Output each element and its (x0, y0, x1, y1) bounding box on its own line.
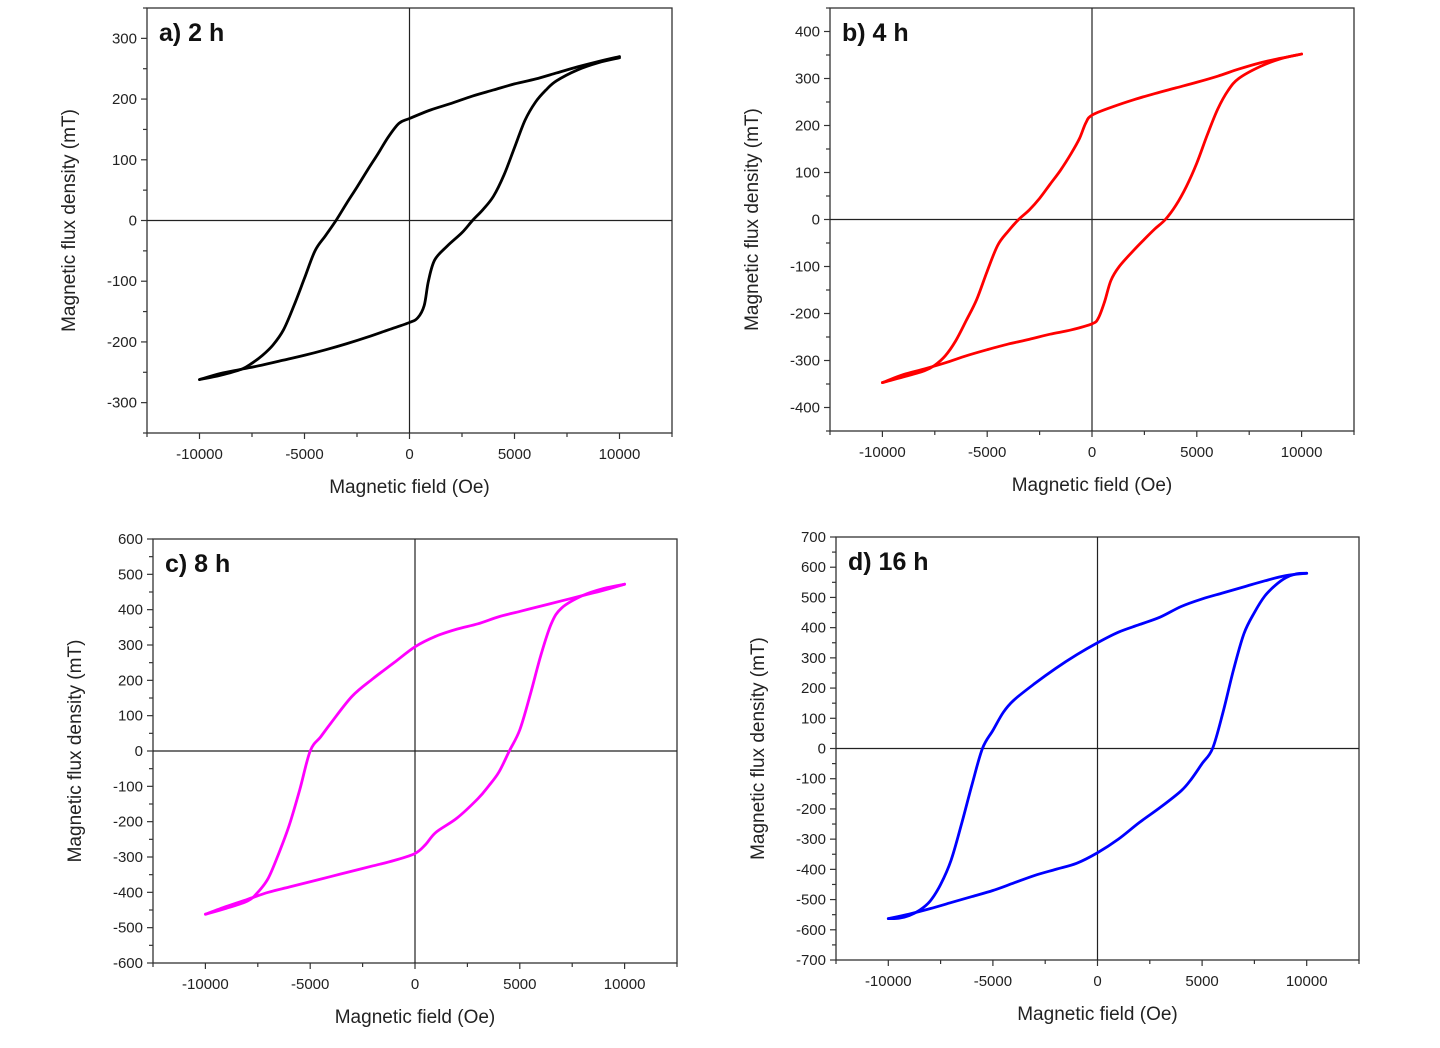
x-tick-label: 10000 (1286, 973, 1328, 990)
hysteresis-curve-descending-branch (881, 52, 1303, 384)
x-axis-title: Magnetic field (Oe) (1017, 1004, 1178, 1025)
panel-c: -10000 -5000 0 5000 10000-600-500-400-300-20… (65, 531, 678, 1028)
y-tick-label: 200 (118, 672, 143, 689)
y-tick-label: -100 (107, 273, 137, 290)
y-tick-label: 200 (801, 680, 826, 697)
hysteresis-curve-descending-branch (886, 571, 1309, 921)
y-tick-label: 600 (801, 559, 826, 576)
x-tick-label: 10000 (599, 446, 641, 463)
x-tick-label: -5000 (291, 976, 329, 993)
y-tick-label: 100 (795, 165, 820, 182)
hysteresis-curve-ascending-branch (204, 582, 626, 916)
y-tick-label: -500 (113, 920, 143, 937)
x-tick-label: 10000 (1281, 444, 1323, 461)
x-axis-title: Magnetic field (Oe) (335, 1007, 496, 1028)
y-tick-label: 100 (118, 708, 143, 725)
y-tick-label: -200 (796, 801, 826, 818)
y-tick-label: -100 (790, 259, 820, 276)
x-tick-label: 5000 (503, 976, 536, 993)
y-tick-label: 0 (135, 743, 143, 760)
hysteresis-curve-ascending-branch (886, 571, 1309, 921)
y-tick-label: -300 (113, 849, 143, 866)
y-tick-label: 0 (818, 741, 826, 758)
y-tick-label: 200 (795, 118, 820, 135)
y-tick-label: -300 (790, 353, 820, 370)
y-tick-label: 200 (112, 91, 137, 108)
y-tick-label: 300 (112, 30, 137, 47)
x-tick-label: -10000 (865, 973, 912, 990)
y-tick-label: -200 (790, 306, 820, 323)
x-tick-label: 0 (1093, 973, 1101, 990)
panel-title: d) 16 h (848, 548, 929, 576)
x-tick-label: 0 (411, 976, 419, 993)
y-tick-label: 500 (801, 589, 826, 606)
y-tick-label: 300 (118, 637, 143, 654)
y-axis-title: Magnetic flux density (mT) (59, 109, 80, 332)
y-tick-label: 300 (801, 650, 826, 667)
panel-title: a) 2 h (159, 19, 224, 47)
x-tick-label: -5000 (285, 446, 323, 463)
y-tick-label: -400 (113, 884, 143, 901)
panel-title: b) 4 h (842, 19, 909, 47)
y-tick-label: 400 (118, 602, 143, 619)
y-tick-label: -700 (796, 952, 826, 969)
hysteresis-curve-descending-branch (198, 55, 621, 381)
hysteresis-curve-ascending-branch (198, 56, 621, 381)
y-tick-label: -200 (113, 814, 143, 831)
y-tick-label: -400 (790, 400, 820, 417)
y-tick-label: 400 (801, 620, 826, 637)
x-tick-label: 5000 (498, 446, 531, 463)
y-tick-label: -100 (113, 778, 143, 795)
x-tick-label: 10000 (604, 976, 646, 993)
y-tick-label: 600 (118, 531, 143, 548)
x-tick-label: -5000 (974, 973, 1012, 990)
x-axis-title: Magnetic field (Oe) (1012, 475, 1173, 496)
panel-b: -10000 -5000 0 5000 10000 -400 -300 -200 -100 0 10… (742, 7, 1355, 496)
x-tick-label: -10000 (176, 446, 223, 463)
x-tick-label: 5000 (1185, 973, 1218, 990)
y-tick-label: 0 (812, 212, 820, 229)
x-tick-label: -10000 (182, 976, 229, 993)
x-tick-label: 0 (405, 446, 413, 463)
panel-title: c) 8 h (165, 550, 230, 578)
panel-d: -10000 -5000 0 5000 10000-700-600-500-400-30… (748, 529, 1360, 1025)
x-tick-label: -10000 (859, 444, 906, 461)
y-tick-label: -300 (107, 395, 137, 412)
x-tick-label: -5000 (968, 444, 1006, 461)
y-tick-label: 100 (801, 710, 826, 727)
y-tick-label: 100 (112, 152, 137, 169)
y-tick-label: -500 (796, 892, 826, 909)
y-tick-label: 700 (801, 529, 826, 546)
y-tick-label: -100 (796, 771, 826, 788)
y-axis-title: Magnetic flux density (mT) (742, 108, 763, 331)
y-tick-label: -600 (113, 955, 143, 972)
hysteresis-curve-descending-branch (204, 582, 626, 916)
y-tick-label: 500 (118, 566, 143, 583)
y-tick-label: 400 (795, 24, 820, 41)
y-axis-title: Magnetic flux density (mT) (748, 637, 769, 860)
y-tick-label: 300 (795, 71, 820, 88)
y-tick-label: -400 (796, 861, 826, 878)
y-tick-label: -200 (107, 334, 137, 351)
y-axis-title: Magnetic flux density (mT) (65, 640, 86, 863)
x-axis-title: Magnetic field (Oe) (329, 477, 490, 498)
x-tick-label: 5000 (1180, 444, 1213, 461)
y-tick-label: -300 (796, 831, 826, 848)
x-tick-label: 0 (1088, 444, 1096, 461)
hysteresis-curve-ascending-branch (881, 52, 1303, 384)
panel-a: -10000 -5000 0 5000 10000 -300 -200 -100 0 100 200… (59, 7, 673, 498)
y-tick-label: 0 (129, 213, 137, 230)
y-tick-label: -600 (796, 922, 826, 939)
